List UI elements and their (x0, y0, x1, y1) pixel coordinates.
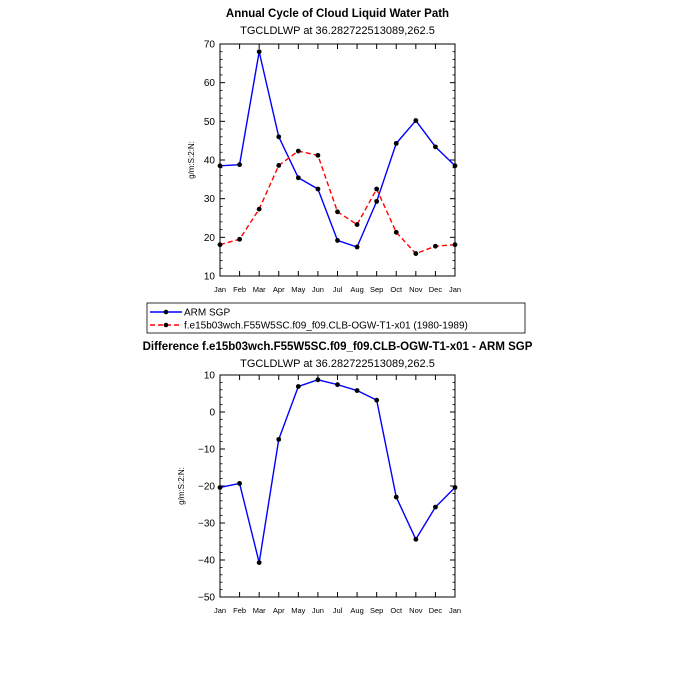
legend-label-arm: ARM SGP (184, 308, 230, 319)
data-point (276, 134, 282, 140)
x-tick-label: Jun (312, 285, 324, 294)
data-point (237, 236, 242, 242)
x-tick-label: Nov (409, 606, 423, 615)
data-point (315, 377, 321, 383)
x-tick-label: Feb (233, 285, 246, 294)
data-point (393, 494, 399, 500)
data-point (433, 243, 438, 249)
data-point (374, 397, 380, 403)
x-tick-label: Jan (449, 606, 461, 615)
data-point (256, 560, 262, 565)
x-axis-group: Jan Feb Mar Apr May Jun Jul Aug Sep Oct Nov Dec Jan (214, 44, 461, 294)
y-tick-label: 20 (204, 233, 216, 244)
x-tick-label: Dec (429, 606, 443, 615)
x-tick-label: Jul (333, 606, 343, 615)
y-tick-label: 30 (204, 194, 216, 205)
x-tick-label: Sep (370, 285, 383, 294)
legend-marker-model (163, 322, 169, 328)
plot-frame (219, 374, 456, 598)
data-point (237, 481, 242, 486)
x-tick-label: Aug (350, 606, 363, 615)
x-tick-label: Oct (390, 285, 403, 294)
data-point (335, 238, 340, 243)
legend: ARM SGP f.e15b03wch.F55W5SC.f09_f09.CLB-… (146, 302, 526, 334)
y-tick-label: −20 (198, 482, 215, 493)
y-tick-label: 0 (209, 408, 215, 419)
data-point (374, 186, 380, 192)
y-tick-label: 50 (204, 117, 216, 128)
x-tick-label: Jul (333, 285, 343, 294)
series-points (217, 377, 458, 565)
data-point (433, 504, 438, 510)
data-point (335, 382, 340, 388)
data-point (237, 162, 242, 168)
y-tick-label: −10 (198, 445, 215, 456)
y-tick-label: 60 (204, 78, 216, 89)
y-tick-label: −40 (198, 556, 215, 567)
x-tick-label: Aug (350, 285, 363, 294)
x-tick-label: Nov (409, 285, 423, 294)
annual-cycle-panel: Annual Cycle of Cloud Liquid Water Path … (187, 8, 461, 294)
data-point (276, 163, 282, 168)
data-point (295, 384, 301, 389)
data-point (354, 244, 360, 250)
legend-box (146, 302, 526, 334)
y-axis-label: g/m:S:2:N: (187, 141, 196, 179)
x-tick-label: May (291, 606, 305, 615)
data-point (315, 186, 321, 192)
chart-subtitle: TGCLDLWP at 36.282722513089,262.5 (240, 25, 435, 37)
data-point (354, 222, 360, 227)
y-tick-label: 10 (204, 371, 216, 382)
y-tick-label: 40 (204, 156, 216, 167)
data-point (295, 148, 301, 154)
data-point (315, 152, 321, 158)
y-tick-label: 10 (204, 272, 216, 283)
chart-title: Difference f.e15b03wch.F55W5SC.f09_f09.C… (143, 341, 533, 353)
x-tick-label: Jan (214, 285, 226, 294)
difference-panel: Difference f.e15b03wch.F55W5SC.f09_f09.C… (143, 341, 533, 615)
x-tick-label: Oct (390, 606, 403, 615)
x-tick-label: Dec (429, 285, 443, 294)
x-tick-label: Jan (449, 285, 461, 294)
x-tick-label: Feb (233, 606, 246, 615)
y-tick-label: 70 (204, 40, 216, 51)
y-tick-label: −50 (198, 593, 215, 604)
y-axis-label: g/m:S:2:N: (177, 467, 186, 505)
x-tick-label: May (291, 285, 305, 294)
data-point (354, 388, 360, 393)
data-point (295, 175, 301, 181)
y-tick-label: −30 (198, 519, 215, 530)
data-point (276, 436, 282, 442)
chart-title: Annual Cycle of Cloud Liquid Water Path (226, 8, 449, 20)
data-point (256, 49, 262, 55)
x-tick-label: Apr (273, 606, 285, 615)
x-tick-label: Jan (214, 606, 226, 615)
data-point (413, 251, 419, 256)
x-tick-label: Mar (253, 285, 266, 294)
legend-label-model: f.e15b03wch.F55W5SC.f09_f09.CLB-OGW-T1-x… (184, 321, 468, 332)
data-point (374, 198, 380, 204)
data-point (433, 144, 438, 150)
legend-marker-arm (163, 309, 169, 315)
x-tick-label: Jun (312, 606, 324, 615)
x-tick-label: Mar (253, 606, 266, 615)
plot-frame (219, 43, 456, 277)
data-point (393, 229, 399, 235)
x-tick-label: Apr (273, 285, 285, 294)
data-point (335, 209, 340, 215)
data-point (413, 536, 419, 542)
data-point (413, 118, 419, 123)
chart-subtitle: TGCLDLWP at 36.282722513089,262.5 (240, 358, 435, 370)
x-tick-label: Sep (370, 606, 383, 615)
data-point (393, 140, 399, 146)
data-point (256, 206, 262, 212)
